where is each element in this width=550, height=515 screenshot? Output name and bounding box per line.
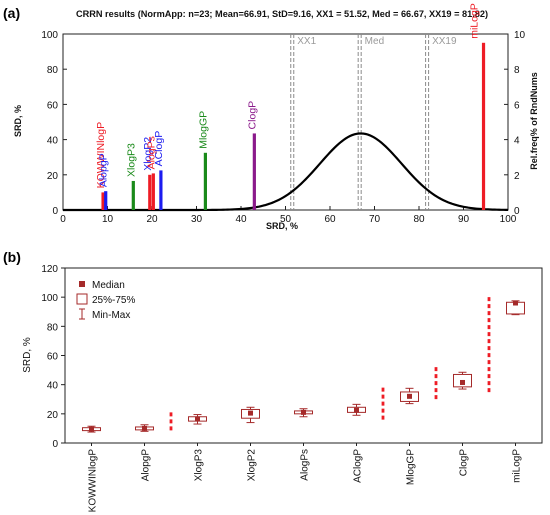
- bar-clogp: [252, 133, 256, 210]
- panel-b-ylabel: SRD, %: [22, 337, 33, 373]
- panel-a-x-tick-label: 10: [102, 214, 114, 225]
- panel-b-y-tick-label: 40: [47, 381, 59, 392]
- panel-a-x-tick-label: 90: [458, 214, 470, 225]
- panel-b-y-tick-label: 20: [47, 410, 59, 421]
- bar-label-kowwinlogp: KOWWINlogP: [95, 122, 107, 189]
- panel-b-y-tick-label: 120: [41, 264, 58, 275]
- panel-b-y-tick-label: 60: [47, 352, 59, 363]
- panel-a-y-tick-label: 60: [47, 100, 59, 111]
- panel-a-y-tick-label: 100: [41, 30, 58, 41]
- median-marker: [460, 379, 465, 385]
- median-marker: [195, 416, 200, 422]
- bar-mloggp: [203, 152, 207, 210]
- bar-label-xlogp2: XlogP2: [142, 137, 154, 171]
- panel-a-y-tick-label: 0: [52, 206, 58, 217]
- legend-box-marker: [76, 293, 88, 305]
- bar-label-aclogp: AClogP: [153, 131, 165, 167]
- legend-median-label: Median: [92, 280, 125, 291]
- bar-label-clogp: ClogP: [246, 101, 258, 130]
- bar-xlogp3: [131, 180, 135, 210]
- bar-xlogp2: [148, 174, 152, 210]
- panel-a-x-tick-label: 0: [60, 214, 66, 225]
- panel-a-x-tick-label: 100: [500, 214, 517, 225]
- category-label-xlogp3: XlogP3: [194, 449, 205, 482]
- median-marker: [513, 300, 518, 306]
- panel-b-y-tick-label: 80: [47, 322, 59, 333]
- legend-median-marker: [79, 281, 85, 287]
- panel-a-title: CRRN results (NormApp: n=23; Mean=66.91,…: [76, 9, 488, 19]
- panel-a-y2label: Rel.freq% of RndNums: [529, 72, 539, 170]
- median-marker: [354, 407, 359, 413]
- panel-a-plot-frame: [62, 33, 509, 211]
- category-label-aclogp: AClogP: [353, 449, 364, 483]
- panel-a-y-tick-label: 20: [47, 171, 59, 182]
- panel-a-x-tick-label: 40: [235, 214, 247, 225]
- panel-a-x-tick-label: 60: [324, 214, 336, 225]
- legend-minmax-label: Min-Max: [92, 310, 130, 321]
- panel-a-y2-tick-label: 0: [514, 206, 520, 217]
- category-label-clogp: ClogP: [459, 449, 470, 477]
- panel-a-x-tick-label: 20: [146, 214, 158, 225]
- panel-a-xlabel: SRD, %: [266, 221, 298, 231]
- bar-alopgp: [104, 191, 108, 210]
- median-marker: [301, 409, 306, 415]
- category-label-alopgp: AlopgP: [141, 449, 152, 482]
- bar-milogp: [481, 42, 486, 210]
- panel-a-chart: CRRN results (NormApp: n=23; Mean=66.91,…: [13, 3, 539, 231]
- panel-a-x-tick-label: 80: [413, 214, 425, 225]
- panel-b-y-tick-label: 0: [52, 439, 58, 450]
- panel-b-y-tick-label: 100: [41, 293, 58, 304]
- bar-alogps: [151, 173, 155, 210]
- panel-b-legend: Median 25%-75% Min-Max: [76, 280, 135, 321]
- panel-a-x-tick-label: 70: [369, 214, 381, 225]
- bar-aclogp: [159, 170, 163, 210]
- panel-label-a: (a): [3, 5, 20, 21]
- bar-label-xlogp3: XlogP3: [125, 143, 137, 177]
- legend-box-label: 25%-75%: [92, 295, 135, 306]
- median-marker: [248, 410, 253, 416]
- category-label-mloggp: MlogGP: [406, 449, 417, 485]
- bar-kowwinlogp: [101, 192, 105, 210]
- category-label-xlogp2: XlogP2: [247, 449, 258, 482]
- median-marker: [142, 425, 147, 431]
- panel-a-y2-tick-label: 8: [514, 65, 520, 76]
- panel-a-y-tick-label: 40: [47, 136, 59, 147]
- reference-line-label-med: Med: [365, 36, 384, 47]
- bar-label-alopgp: AlopgP: [98, 153, 110, 187]
- bar-label-milogp: miLogP: [469, 3, 481, 39]
- normal-distribution-curve: [63, 132, 509, 212]
- panel-a-y2-tick-label: 4: [514, 136, 520, 147]
- panel-a-ylabel: SRD, %: [13, 105, 23, 137]
- panel-a-y-tick-label: 80: [47, 65, 59, 76]
- panel-label-b: (b): [3, 249, 21, 265]
- category-label-milogp: miLogP: [512, 449, 523, 483]
- category-label-kowwinlogp: KOWWINlogP: [88, 449, 99, 513]
- median-marker: [407, 393, 412, 399]
- panel-a-x-tick-label: 30: [191, 214, 203, 225]
- panel-a-x-tick-label: 50: [280, 214, 292, 225]
- panel-a-y2-tick-label: 2: [514, 171, 520, 182]
- reference-line-label-xx1: XX1: [297, 36, 316, 47]
- bar-label-mloggp: MlogGP: [197, 111, 209, 149]
- panel-b-chart: SRD, % 0 20 40 60 80 100 120 KOWWINlogP AlopgP Xl…: [22, 264, 543, 513]
- panel-a-y2-tick-label: 10: [514, 30, 526, 41]
- panel-a-y2-tick-label: 6: [514, 100, 520, 111]
- category-label-alogps: AlogPs: [300, 449, 311, 481]
- median-marker: [89, 426, 94, 432]
- reference-line-label-xx19: XX19: [432, 36, 457, 47]
- bar-label-alogps: AlogPs: [145, 136, 157, 169]
